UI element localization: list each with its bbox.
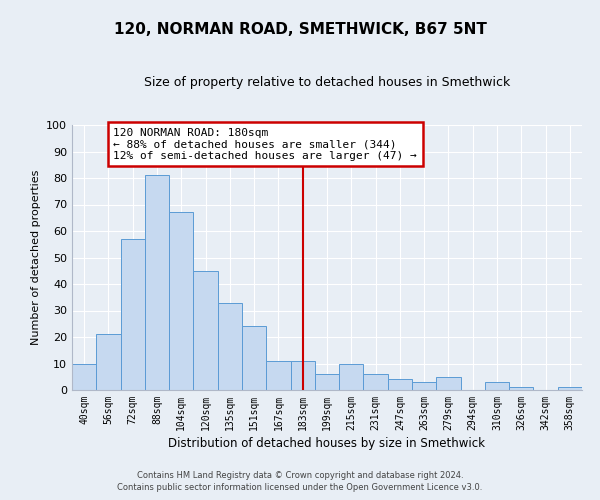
Bar bbox=[412, 382, 436, 390]
Bar bbox=[193, 271, 218, 390]
Bar bbox=[290, 361, 315, 390]
Y-axis label: Number of detached properties: Number of detached properties bbox=[31, 170, 41, 345]
Bar bbox=[169, 212, 193, 390]
Text: 120, NORMAN ROAD, SMETHWICK, B67 5NT: 120, NORMAN ROAD, SMETHWICK, B67 5NT bbox=[113, 22, 487, 38]
X-axis label: Distribution of detached houses by size in Smethwick: Distribution of detached houses by size … bbox=[169, 437, 485, 450]
Bar bbox=[266, 361, 290, 390]
Text: 120 NORMAN ROAD: 180sqm
← 88% of detached houses are smaller (344)
12% of semi-d: 120 NORMAN ROAD: 180sqm ← 88% of detache… bbox=[113, 128, 417, 161]
Bar bbox=[485, 382, 509, 390]
Bar bbox=[96, 334, 121, 390]
Title: Size of property relative to detached houses in Smethwick: Size of property relative to detached ho… bbox=[144, 76, 510, 89]
Bar bbox=[339, 364, 364, 390]
Bar bbox=[388, 380, 412, 390]
Bar bbox=[242, 326, 266, 390]
Bar bbox=[121, 239, 145, 390]
Bar bbox=[72, 364, 96, 390]
Bar bbox=[436, 377, 461, 390]
Bar bbox=[558, 388, 582, 390]
Bar bbox=[218, 302, 242, 390]
Bar bbox=[509, 388, 533, 390]
Bar bbox=[145, 176, 169, 390]
Text: Contains HM Land Registry data © Crown copyright and database right 2024.
Contai: Contains HM Land Registry data © Crown c… bbox=[118, 471, 482, 492]
Bar bbox=[315, 374, 339, 390]
Bar bbox=[364, 374, 388, 390]
